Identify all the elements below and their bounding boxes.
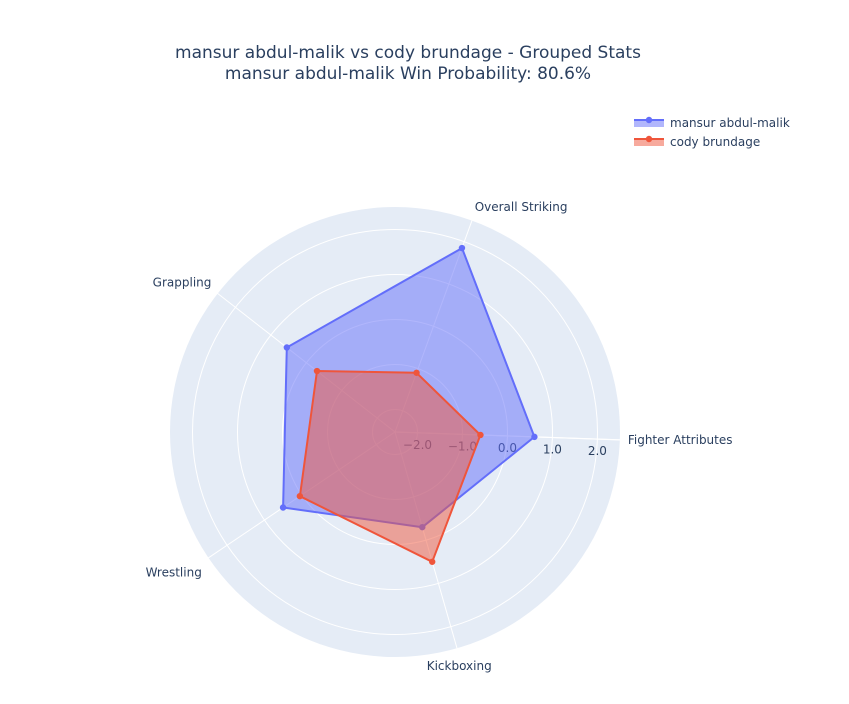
radial-tick-label: 2.0: [588, 444, 607, 458]
chart-subtitle: mansur abdul-malik Win Probability: 80.6…: [225, 64, 591, 84]
data-point[interactable]: [477, 431, 484, 439]
angular-axis-label: Fighter Attributes: [628, 433, 733, 447]
legend-swatch: [634, 120, 664, 127]
data-point[interactable]: [283, 344, 291, 351]
angular-axis-label: Kickboxing: [427, 659, 492, 673]
radial-tick-label: 1.0: [543, 442, 562, 456]
angular-axis-label: Grappling: [153, 276, 212, 290]
legend-item[interactable]: mansur abdul-malik: [634, 116, 790, 130]
data-point[interactable]: [531, 433, 538, 441]
radial-grid-circle: [237, 274, 553, 590]
angular-axis-label: Wrestling: [146, 565, 202, 579]
legend[interactable]: mansur abdul-malik cody brundage: [634, 116, 790, 149]
angular-labels: Fighter Attributes Overall Striking Grappl…: [146, 200, 733, 673]
radial-grid-circle: [192, 229, 598, 635]
data-point[interactable]: [413, 369, 420, 376]
data-point[interactable]: [296, 492, 304, 500]
legend-marker: [645, 116, 653, 124]
series-area-1[interactable]: [298, 370, 482, 563]
chart-title: mansur abdul-malik vs cody brundage - Gr…: [175, 43, 641, 63]
data-point[interactable]: [313, 367, 321, 375]
data-point[interactable]: [458, 244, 466, 252]
legend-item[interactable]: cody brundage: [634, 135, 760, 149]
polar-area: −2.0−1.00.01.02.0 Fighter AttributesOver…: [146, 200, 733, 673]
legend-label: cody brundage: [670, 135, 760, 149]
legend-label: mansur abdul-malik: [670, 116, 790, 130]
data-point[interactable]: [429, 558, 436, 565]
angular-axis-label: Overall Striking: [475, 200, 568, 214]
series-layer: [279, 244, 538, 565]
legend-marker: [645, 135, 653, 143]
data-point[interactable]: [279, 504, 287, 511]
legend-swatch: [634, 139, 664, 146]
